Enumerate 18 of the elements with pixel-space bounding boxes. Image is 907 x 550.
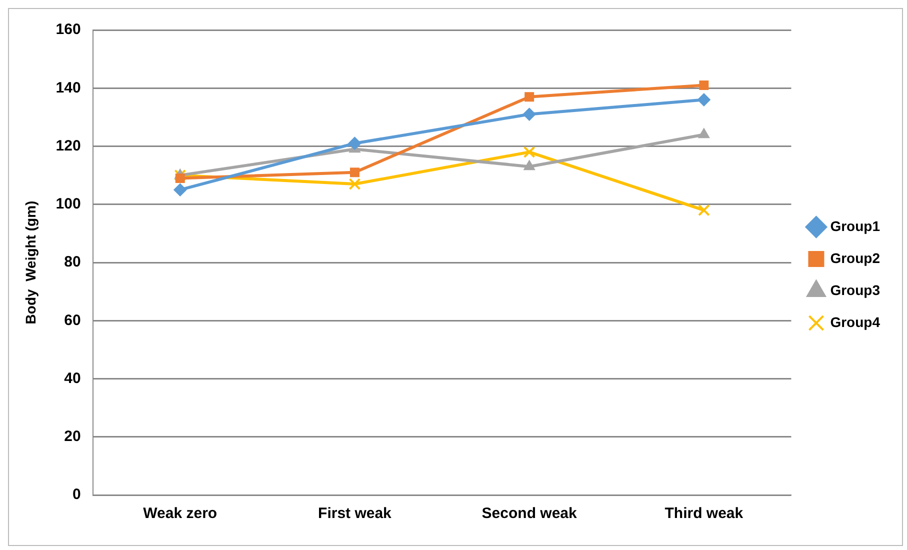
y-tick-label: 40: [64, 370, 81, 387]
y-tick-label: 140: [56, 79, 81, 96]
y-tick-label: 100: [56, 196, 81, 213]
y-axis-title: Body Weight (gm): [22, 200, 38, 324]
y-tick-label: 0: [72, 486, 81, 504]
y-tick-label: 160: [56, 21, 81, 38]
y-tick-label: 120: [56, 137, 81, 154]
x-tick-label: Weak zero: [143, 505, 218, 522]
legend-label: Group4: [830, 314, 880, 330]
legend-label: Group2: [830, 250, 880, 266]
x-tick-label: Third weak: [664, 505, 744, 522]
y-tick-label: 80: [64, 254, 81, 271]
x-tick-label: Second weak: [482, 505, 578, 522]
legend-label: Group1: [830, 218, 880, 234]
y-tick-label: 60: [64, 312, 81, 329]
y-tick-label: 20: [64, 428, 81, 446]
legend-label: Group3: [830, 282, 880, 298]
x-tick-label: First weak: [318, 505, 392, 522]
